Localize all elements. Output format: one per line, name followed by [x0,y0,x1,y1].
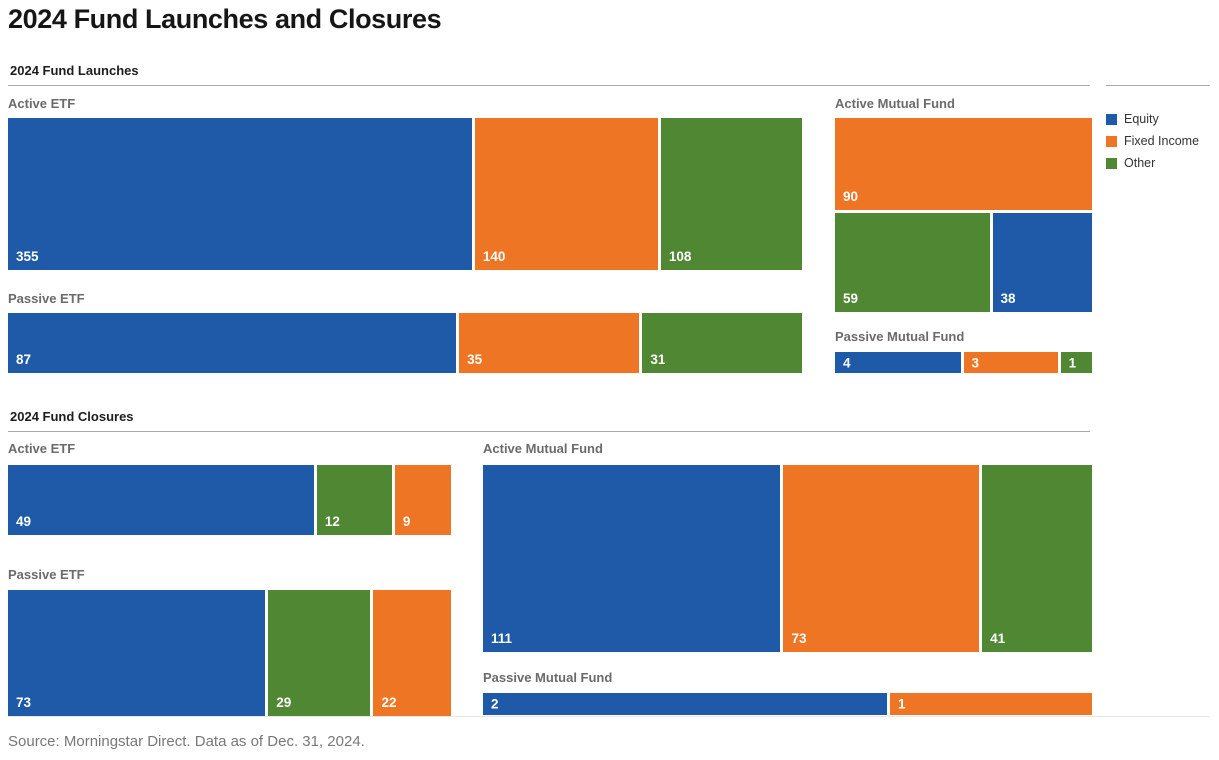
source-note: Source: Morningstar Direct. Data as of D… [8,733,365,750]
segment-fixed-income: 90 [835,118,1092,210]
section-title-closures: 2024 Fund Closures [10,409,134,424]
segment-fixed-income: 73 [783,465,980,652]
segment-value: 108 [668,249,692,264]
segment-value: 38 [1000,291,1016,306]
segment-other: 108 [660,118,802,270]
segment-other: 29 [268,590,371,716]
group-label-closures-passive-mutual-fund: Passive Mutual Fund [483,670,613,685]
legend-item-equity: Equity [1106,112,1199,126]
segment-value: 59 [843,291,859,306]
equity-swatch-icon [1106,113,1117,125]
segment-equity: 73 [8,590,266,716]
segment-value: 35 [467,352,483,367]
segment-value: 140 [482,249,506,264]
segment-value: 90 [843,189,859,204]
group-label-closures-active-mutual-fund: Active Mutual Fund [483,441,603,456]
segment-other: 41 [982,465,1092,652]
segment-value: 73 [16,695,32,710]
segment-value: 29 [276,695,292,710]
segment-other: 31 [642,313,802,373]
section-divider-launches [8,85,1090,86]
group-label-launches-passive-etf: Passive ETF [8,291,85,306]
segment-value: 2 [491,696,499,712]
segment-fixed-income: 22 [373,590,451,716]
treemap-bottom-row: 59 38 [835,213,1092,312]
section-title-launches: 2024 Fund Launches [10,63,139,78]
bar-closures-passive-etf: 73 29 22 [8,590,451,716]
segment-value: 9 [402,514,411,529]
other-swatch-icon [1106,157,1117,169]
segment-other: 1 [1060,352,1092,373]
segment-value: 49 [16,514,32,529]
legend-item-fixed-income: Fixed Income [1106,134,1199,148]
bar-launches-passive-etf: 87 35 31 [8,313,802,373]
segment-equity: 38 [992,213,1092,312]
page-title: 2024 Fund Launches and Closures [8,4,442,34]
treemap-launches-active-mutual-fund: 90 59 38 [835,118,1092,312]
segment-value: 31 [650,352,666,367]
segment-equity: 355 [8,118,472,270]
segment-fixed-income: 140 [474,118,658,270]
group-label-launches-active-etf: Active ETF [8,96,76,111]
segment-value: 12 [324,514,340,529]
segment-value: 41 [990,631,1006,646]
segment-value: 1 [1068,355,1077,370]
bar-launches-passive-mutual-fund: 4 3 1 [835,352,1092,373]
segment-value: 87 [16,352,32,367]
bar-closures-active-mutual-fund: 111 73 41 [483,465,1092,652]
fixed-income-swatch-icon [1106,135,1117,147]
segment-value: 22 [381,695,397,710]
segment-other: 59 [835,213,990,312]
segment-equity: 87 [8,313,457,373]
segment-value: 1 [898,696,906,712]
segment-fixed-income: 1 [890,693,1092,715]
segment-equity: 4 [835,352,961,373]
legend-label-other: Other [1124,156,1156,170]
segment-other: 12 [316,465,392,535]
segment-value: 3 [971,355,980,370]
segment-value: 111 [491,631,513,646]
segment-fixed-income: 9 [394,465,452,535]
section-divider-closures [8,431,1090,432]
segment-fixed-income: 35 [459,313,640,373]
bar-launches-active-etf: 355 140 108 [8,118,802,270]
segment-value: 4 [843,355,851,370]
segment-fixed-income: 3 [963,352,1058,373]
group-label-launches-active-mutual-fund: Active Mutual Fund [835,96,955,111]
segment-equity: 49 [8,465,314,535]
segment-equity: 2 [483,693,887,715]
legend-label-fixed-income: Fixed Income [1124,134,1200,148]
bar-closures-active-etf: 49 12 9 [8,465,452,535]
group-label-closures-passive-etf: Passive ETF [8,567,85,582]
segment-value: 73 [791,631,807,646]
legend: Equity Fixed Income Other [1106,112,1199,178]
legend-item-other: Other [1106,156,1199,170]
segment-equity: 111 [483,465,781,652]
legend-label-equity: Equity [1124,112,1159,126]
group-label-launches-passive-mutual-fund: Passive Mutual Fund [835,329,965,344]
group-label-closures-active-etf: Active ETF [8,441,76,456]
segment-value: 355 [16,249,39,264]
bottom-hairline [8,716,1210,717]
legend-divider [1106,85,1210,86]
